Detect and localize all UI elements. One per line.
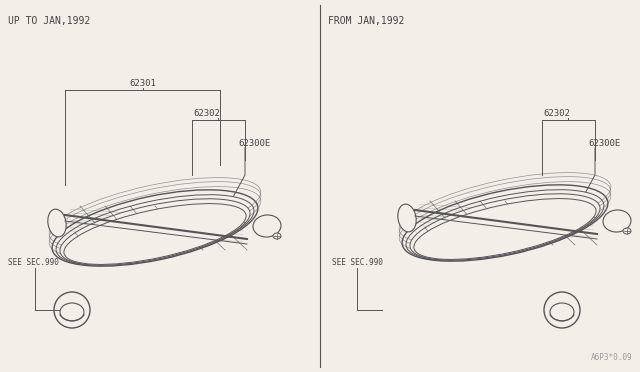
Text: A6P3*0.09: A6P3*0.09 — [590, 353, 632, 362]
Ellipse shape — [398, 204, 416, 232]
Ellipse shape — [60, 199, 250, 265]
Text: 62302: 62302 — [543, 109, 570, 118]
Text: SEE SEC.990: SEE SEC.990 — [8, 258, 59, 267]
Text: 62301: 62301 — [129, 79, 156, 88]
Ellipse shape — [56, 195, 254, 265]
Ellipse shape — [550, 303, 574, 321]
Ellipse shape — [603, 210, 631, 232]
Text: 62302: 62302 — [193, 109, 220, 118]
Ellipse shape — [406, 190, 604, 260]
Ellipse shape — [414, 199, 596, 259]
Text: 62300E: 62300E — [238, 139, 270, 148]
Text: FROM JAN,1992: FROM JAN,1992 — [328, 16, 404, 26]
Ellipse shape — [48, 209, 66, 237]
Ellipse shape — [273, 233, 281, 239]
Text: SEE SEC.990: SEE SEC.990 — [332, 258, 383, 267]
Ellipse shape — [253, 215, 281, 237]
Text: 62300E: 62300E — [588, 139, 620, 148]
Ellipse shape — [410, 194, 600, 260]
Ellipse shape — [623, 228, 631, 234]
Ellipse shape — [64, 203, 246, 264]
Text: UP TO JAN,1992: UP TO JAN,1992 — [8, 16, 90, 26]
Ellipse shape — [60, 303, 84, 321]
